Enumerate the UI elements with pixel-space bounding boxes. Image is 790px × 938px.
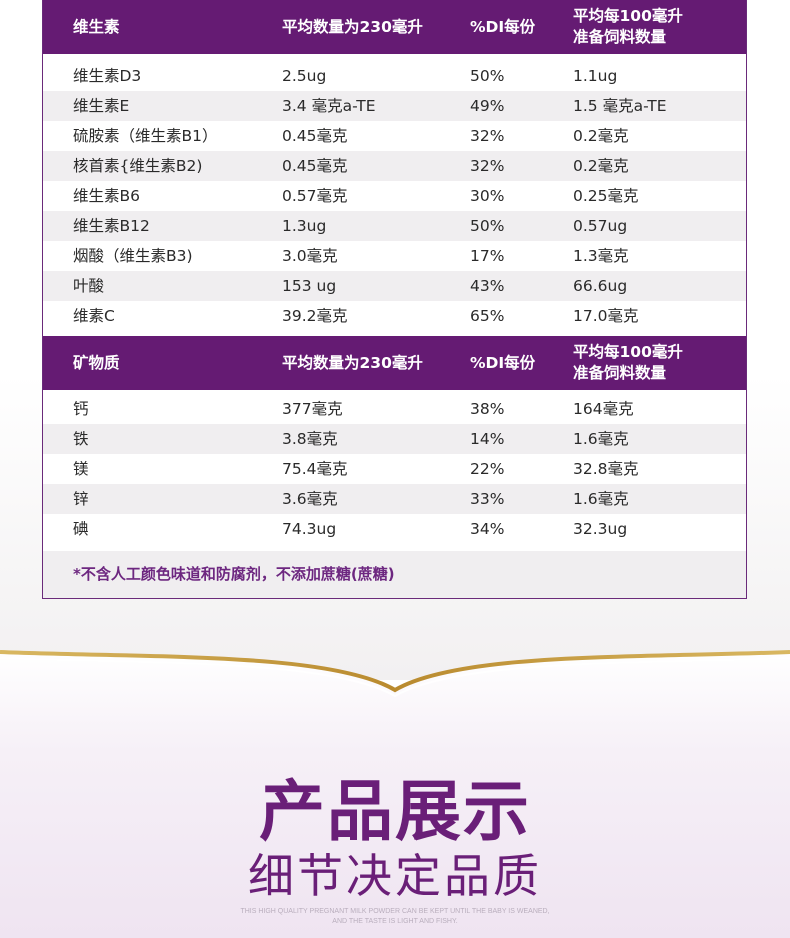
cell-di: 38% bbox=[470, 400, 505, 418]
cell-avg-230ml: 39.2毫克 bbox=[282, 307, 348, 325]
cell-name: 维生素B12 bbox=[73, 217, 150, 235]
cell-avg-100ml: 0.2毫克 bbox=[573, 157, 629, 175]
section-title: 产品展示 bbox=[259, 773, 531, 850]
section-subtitle: 细节决定品质 bbox=[248, 849, 542, 903]
cell-di: 65% bbox=[470, 307, 505, 325]
table-row: 镁 75.4毫克 22% 32.8毫克 bbox=[43, 454, 746, 484]
tagline-line-1: THIS HIGH QUALITY PREGNANT MILK POWDER C… bbox=[240, 908, 550, 915]
cell-di: 50% bbox=[470, 217, 505, 235]
lavender-area bbox=[0, 652, 790, 938]
cell-avg-100ml: 1.1ug bbox=[573, 67, 618, 85]
cell-avg-230ml: 377毫克 bbox=[282, 400, 343, 418]
cell-name: 维生素D3 bbox=[73, 67, 142, 85]
header-minerals: 矿物质 bbox=[73, 353, 120, 372]
section-tagline: THIS HIGH QUALITY PREGNANT MILK POWDER C… bbox=[0, 907, 790, 927]
header-avg-100ml: 平均每100毫升 准备饲料数量 bbox=[573, 343, 683, 382]
cell-avg-230ml: 0.45毫克 bbox=[282, 127, 348, 145]
cell-avg-100ml: 32.3ug bbox=[573, 520, 628, 538]
cell-avg-100ml: 66.6ug bbox=[573, 277, 628, 295]
cell-avg-230ml: 0.57毫克 bbox=[282, 187, 348, 205]
cell-avg-230ml: 153 ug bbox=[282, 277, 337, 295]
header-vitamins: 维生素 bbox=[73, 17, 120, 36]
cell-avg-100ml: 32.8毫克 bbox=[573, 460, 639, 478]
table-row: 锌 3.6毫克 33% 1.6毫克 bbox=[43, 484, 746, 514]
cell-avg-100ml: 0.2毫克 bbox=[573, 127, 629, 145]
table-row: 铁 3.8毫克 14% 1.6毫克 bbox=[43, 424, 746, 454]
table-row: 维生素B12 1.3ug 50% 0.57ug bbox=[43, 211, 746, 241]
cell-avg-230ml: 2.5ug bbox=[282, 67, 327, 85]
cell-avg-100ml: 1.6毫克 bbox=[573, 490, 629, 508]
cell-di: 49% bbox=[470, 97, 505, 115]
cell-avg-230ml: 75.4毫克 bbox=[282, 460, 348, 478]
cell-name: 核首素{维生素B2) bbox=[73, 157, 203, 175]
gold-curve bbox=[0, 650, 790, 693]
cell-di: 50% bbox=[470, 67, 505, 85]
header-di-per-serving: %DI每份 bbox=[470, 17, 536, 36]
minerals-header: 矿物质 平均数量为230毫升 %DI每份 平均每100毫升 准备饲料数量 bbox=[43, 336, 746, 390]
cell-avg-230ml: 3.8毫克 bbox=[282, 430, 338, 448]
cell-name: 镁 bbox=[73, 460, 89, 478]
table-row: 碘 74.3ug 34% 32.3ug bbox=[43, 514, 746, 544]
gold-curve-inner bbox=[0, 657, 790, 698]
table-row: 烟酸（维生素B3) 3.0毫克 17% 1.3毫克 bbox=[43, 241, 746, 271]
header-di-per-serving: %DI每份 bbox=[470, 353, 536, 372]
cell-di: 43% bbox=[470, 277, 505, 295]
tagline-line-2: AND THE TASTE IS LIGHT AND FISHY. bbox=[332, 918, 458, 925]
table-row: 核首素{维生素B2) 0.45毫克 32% 0.2毫克 bbox=[43, 151, 746, 181]
cell-di: 32% bbox=[470, 127, 505, 145]
header-avg-230ml: 平均数量为230毫升 bbox=[282, 353, 423, 372]
cell-name: 烟酸（维生素B3) bbox=[73, 247, 193, 265]
cell-di: 14% bbox=[470, 430, 505, 448]
vitamins-header: 维生素 平均数量为230毫升 %DI每份 平均每100毫升 准备饲料数量 bbox=[43, 0, 746, 54]
cell-name: 碘 bbox=[73, 520, 89, 538]
table-row: 维生素E 3.4 毫克a-TE 49% 1.5 毫克a-TE bbox=[43, 91, 746, 121]
footnote: *不含人工颜色味道和防腐剂，不添加蔗糖(蔗糖) bbox=[43, 551, 746, 598]
cell-avg-230ml: 0.45毫克 bbox=[282, 157, 348, 175]
table-row: 维生素B6 0.57毫克 30% 0.25毫克 bbox=[43, 181, 746, 211]
cell-name: 钙 bbox=[73, 400, 89, 418]
cell-avg-100ml: 164毫克 bbox=[573, 400, 634, 418]
cell-name: 维生素B6 bbox=[73, 187, 140, 205]
cell-avg-100ml: 1.5 毫克a-TE bbox=[573, 97, 667, 115]
cell-avg-100ml: 0.57ug bbox=[573, 217, 628, 235]
cell-avg-100ml: 0.25毫克 bbox=[573, 187, 639, 205]
cell-name: 硫胺素（维生素B1） bbox=[73, 127, 218, 145]
table-row: 叶酸 153 ug 43% 66.6ug bbox=[43, 271, 746, 301]
cell-name: 叶酸 bbox=[73, 277, 105, 295]
footnote-text: *不含人工颜色味道和防腐剂，不添加蔗糖(蔗糖) bbox=[73, 565, 395, 583]
table-row: 钙 377毫克 38% 164毫克 bbox=[43, 394, 746, 424]
header-avg-100ml: 平均每100毫升 准备饲料数量 bbox=[573, 7, 683, 46]
header-avg-230ml: 平均数量为230毫升 bbox=[282, 17, 423, 36]
cell-avg-230ml: 74.3ug bbox=[282, 520, 337, 538]
cell-di: 17% bbox=[470, 247, 505, 265]
table-row: 维素C 39.2毫克 65% 17.0毫克 bbox=[43, 301, 746, 331]
cell-di: 30% bbox=[470, 187, 505, 205]
table-row: 维生素D3 2.5ug 50% 1.1ug bbox=[43, 61, 746, 91]
cell-di: 32% bbox=[470, 157, 505, 175]
cell-avg-230ml: 3.6毫克 bbox=[282, 490, 338, 508]
table-row: 硫胺素（维生素B1） 0.45毫克 32% 0.2毫克 bbox=[43, 121, 746, 151]
cell-avg-230ml: 1.3ug bbox=[282, 217, 327, 235]
cell-di: 33% bbox=[470, 490, 505, 508]
cell-name: 铁 bbox=[73, 430, 89, 448]
cell-avg-100ml: 1.6毫克 bbox=[573, 430, 629, 448]
cell-name: 维素C bbox=[73, 307, 115, 325]
cell-avg-100ml: 17.0毫克 bbox=[573, 307, 639, 325]
cell-avg-230ml: 3.0毫克 bbox=[282, 247, 338, 265]
nutrition-table: 维生素 平均数量为230毫升 %DI每份 平均每100毫升 准备饲料数量 维生素… bbox=[42, 0, 747, 599]
cell-name: 维生素E bbox=[73, 97, 130, 115]
cell-di: 22% bbox=[470, 460, 505, 478]
cell-name: 锌 bbox=[73, 490, 89, 508]
cell-avg-230ml: 3.4 毫克a-TE bbox=[282, 97, 376, 115]
cell-di: 34% bbox=[470, 520, 505, 538]
cell-avg-100ml: 1.3毫克 bbox=[573, 247, 629, 265]
